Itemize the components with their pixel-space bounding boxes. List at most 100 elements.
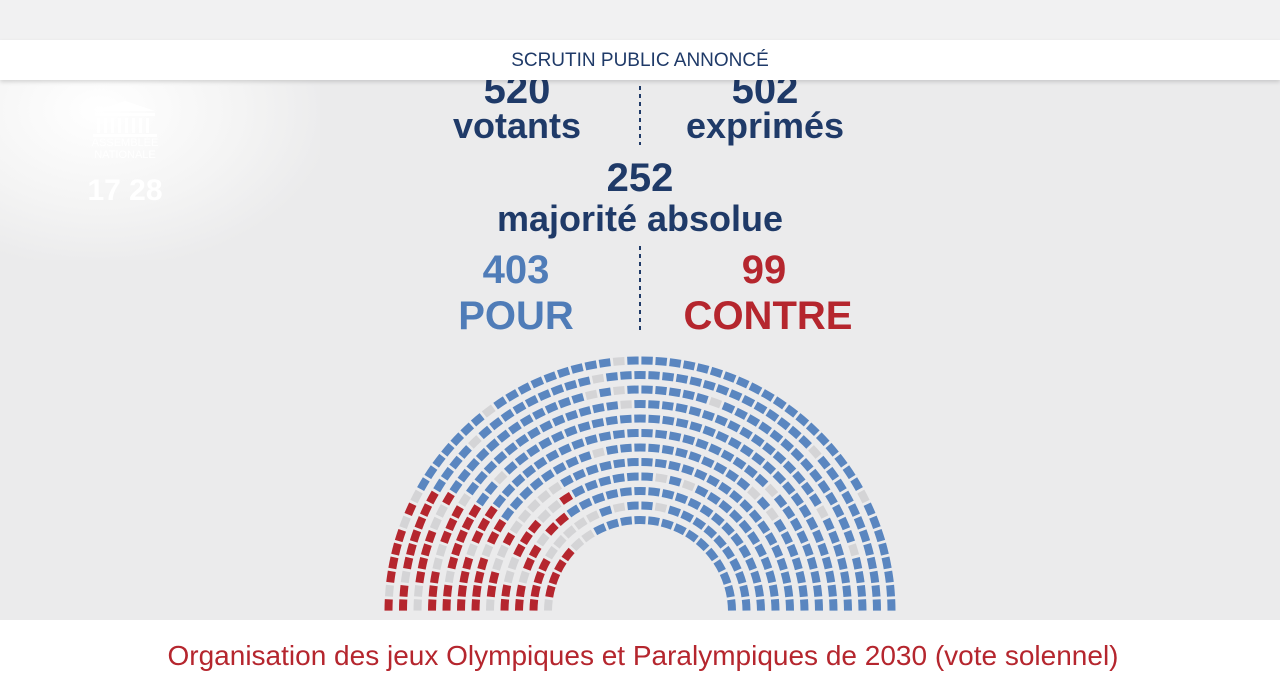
seat xyxy=(486,599,495,611)
seat xyxy=(620,400,632,409)
seat xyxy=(701,409,715,422)
seat xyxy=(784,404,799,418)
seat xyxy=(674,492,689,505)
seat xyxy=(866,556,877,570)
seat xyxy=(478,425,493,440)
seat xyxy=(598,431,612,442)
seat xyxy=(483,460,498,475)
seat xyxy=(688,451,702,463)
seat xyxy=(776,557,788,571)
seat xyxy=(675,373,689,384)
seat xyxy=(459,570,470,584)
seat xyxy=(725,469,740,483)
seat xyxy=(517,509,532,523)
seat xyxy=(433,478,446,493)
seat xyxy=(598,475,612,487)
seat xyxy=(762,442,776,456)
seat xyxy=(493,518,507,533)
seat xyxy=(738,519,752,534)
seat xyxy=(782,460,797,475)
seat xyxy=(693,468,708,481)
seat xyxy=(741,599,751,611)
seat xyxy=(641,501,653,511)
seat xyxy=(477,557,489,571)
seat xyxy=(548,481,563,495)
seat xyxy=(715,430,730,443)
seat xyxy=(511,473,526,488)
seat xyxy=(466,457,480,472)
seat xyxy=(527,426,541,440)
seat xyxy=(585,464,599,476)
seat xyxy=(754,543,767,558)
seat xyxy=(468,435,482,449)
seat xyxy=(619,487,632,497)
seat xyxy=(765,408,780,422)
seat xyxy=(547,500,562,514)
seat xyxy=(675,403,688,414)
seat xyxy=(527,499,541,513)
seat xyxy=(827,584,837,597)
seat xyxy=(780,571,792,584)
seat xyxy=(391,542,402,556)
seat xyxy=(400,570,411,584)
seat xyxy=(584,360,598,371)
seat xyxy=(612,357,625,366)
seat xyxy=(705,547,719,562)
seat xyxy=(606,401,619,411)
seat xyxy=(869,570,880,584)
seat xyxy=(539,420,553,433)
seat xyxy=(474,470,488,485)
pour-count: 403 xyxy=(482,248,550,292)
seat xyxy=(747,486,761,501)
seat xyxy=(713,534,727,549)
seat xyxy=(720,449,735,463)
seat xyxy=(760,389,775,402)
seat xyxy=(388,556,399,570)
top-band xyxy=(0,0,1280,40)
seat xyxy=(878,542,889,556)
seat xyxy=(668,460,681,472)
seat xyxy=(809,468,823,483)
seat xyxy=(699,504,714,518)
seat xyxy=(641,472,654,482)
votants-label: votants xyxy=(452,105,582,146)
seat xyxy=(748,509,763,523)
seat xyxy=(741,395,756,408)
seat xyxy=(500,598,510,611)
seat xyxy=(533,456,548,470)
seat xyxy=(817,480,831,494)
seat xyxy=(487,531,500,545)
seat xyxy=(496,429,511,443)
seat xyxy=(796,530,809,544)
seat xyxy=(850,477,863,492)
seat xyxy=(545,545,558,560)
seat xyxy=(519,486,533,501)
seat xyxy=(739,499,753,513)
seat xyxy=(522,464,537,479)
seat xyxy=(612,429,625,439)
seat xyxy=(717,481,732,495)
seat xyxy=(550,430,565,443)
seat xyxy=(458,493,472,507)
seat xyxy=(598,387,612,398)
seat xyxy=(681,479,696,492)
seat xyxy=(747,531,761,546)
seat xyxy=(661,489,675,500)
seat xyxy=(570,537,585,552)
seat xyxy=(425,529,437,544)
seat xyxy=(780,438,795,452)
seat xyxy=(721,401,736,414)
seat xyxy=(471,530,484,544)
seat xyxy=(648,400,660,409)
seat xyxy=(466,543,478,557)
seat xyxy=(585,389,598,400)
seat xyxy=(409,529,422,543)
seat xyxy=(533,571,545,585)
seat xyxy=(472,584,482,598)
seat xyxy=(662,415,675,426)
seat xyxy=(813,584,823,597)
seat xyxy=(869,515,881,529)
seat xyxy=(701,456,715,469)
seat xyxy=(515,434,530,447)
seat xyxy=(612,473,625,484)
